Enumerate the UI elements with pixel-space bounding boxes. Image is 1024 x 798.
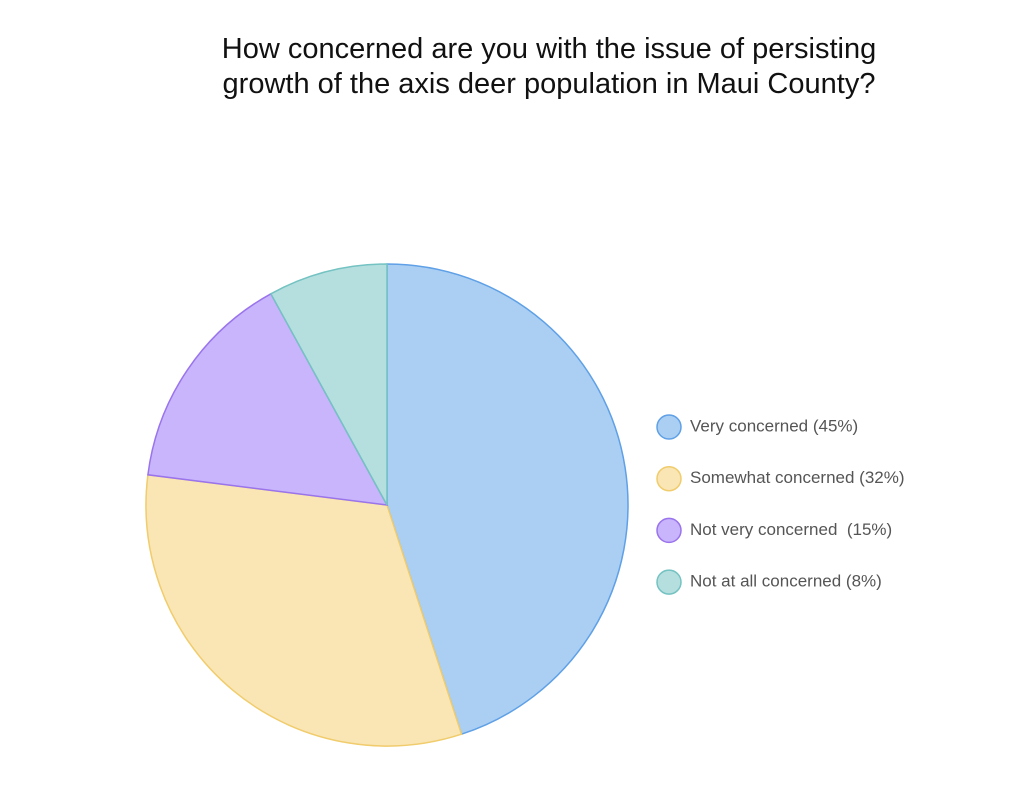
legend-swatch [656,414,682,440]
pie-slice [386,263,629,736]
pie-slice [269,263,388,506]
legend-label: Somewhat concerned (32%) [690,468,905,487]
legend-label: Not at all concerned (8%) [690,572,882,591]
legend-label: Not very concerned (15%) [690,520,892,539]
legend-swatch [656,517,682,544]
chart-title: growth of the axis deer population in Ma… [223,68,876,100]
legend-swatch [656,569,682,595]
legend-swatch [656,465,682,492]
legend-label: Very concerned (45%) [690,416,858,435]
chart-title: How concerned are you with the issue of … [222,33,876,65]
pie-slice [145,473,463,747]
pie-slice [147,292,389,506]
